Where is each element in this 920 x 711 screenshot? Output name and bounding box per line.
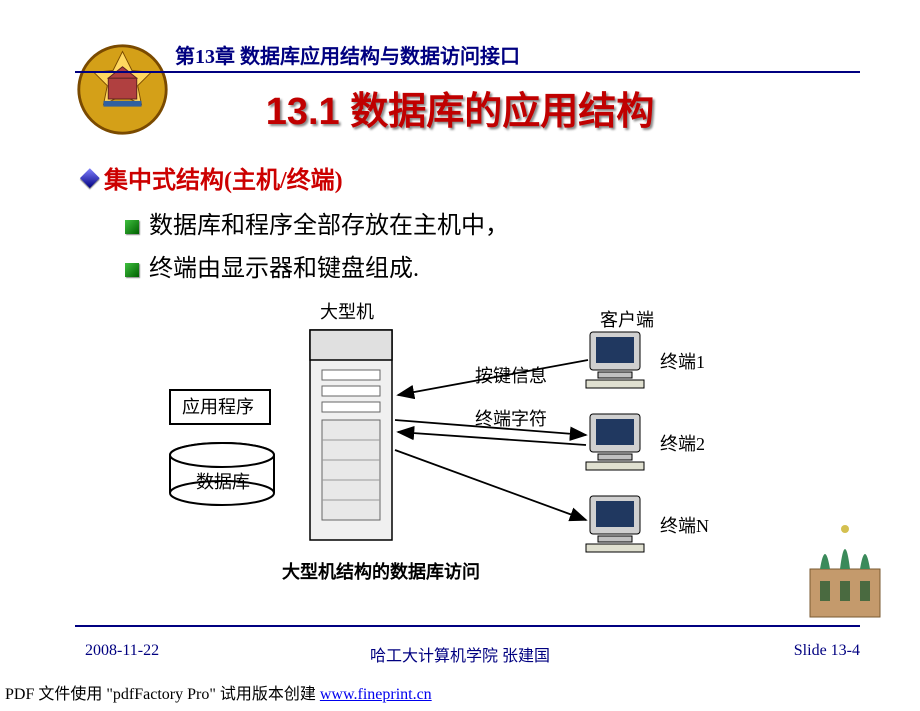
label-arrow2: 终端字符 [475, 409, 547, 429]
church-decoration-icon [800, 509, 890, 619]
label-clients: 客户端 [600, 310, 654, 330]
edge-to-n [395, 450, 586, 520]
watermark-prefix: PDF 文件使用 "pdfFactory Pro" 试用版本创建 [5, 686, 320, 703]
diamond-bullet-icon [80, 168, 100, 188]
architecture-diagram: 大型机 客户端 应用程序 数据库 [0, 290, 920, 600]
bullet-level1: 集中式结构(主机/终端) [80, 160, 343, 195]
footer-center: 哈工大计算机学院 张建国 [0, 642, 920, 666]
label-mainframe: 大型机 [320, 302, 374, 322]
diagram-caption: 大型机结构的数据库访问 [282, 561, 480, 582]
mainframe-tower-icon [310, 330, 392, 540]
bullet-level2-item: 数据库和程序全部存放在主机中， [125, 205, 509, 240]
square-bullet-icon [125, 263, 139, 277]
bullet-level1-text: 集中式结构(主机/终端) [104, 168, 343, 194]
label-db: 数据库 [196, 472, 250, 492]
edge-chars-in [398, 432, 586, 445]
page-title: 13.1 数据库的应用结构 [0, 80, 920, 135]
bullet-level2-item: 终端由显示器和键盘组成. [125, 248, 419, 283]
terminal-n-icon [586, 496, 644, 552]
bullet-level2-text: 数据库和程序全部存放在主机中， [149, 213, 509, 239]
chapter-breadcrumb: 第13章 数据库应用结构与数据访问接口 [75, 40, 860, 73]
footer-slide: Slide 13-4 [794, 642, 860, 660]
terminal-2-icon [586, 414, 644, 470]
breadcrumb-text: 第13章 数据库应用结构与数据访问接口 [175, 46, 520, 68]
label-t1: 终端1 [660, 352, 705, 372]
label-appbox: 应用程序 [182, 397, 254, 417]
watermark-link[interactable]: www.fineprint.cn [320, 686, 432, 703]
terminal-1-icon [586, 332, 644, 388]
bullet-level2-text: 终端由显示器和键盘组成. [149, 256, 419, 282]
pdf-watermark: PDF 文件使用 "pdfFactory Pro" 试用版本创建 www.fin… [5, 680, 432, 704]
footer-rule [75, 625, 860, 627]
title-text: 13.1 数据库的应用结构 [266, 91, 655, 133]
label-tn: 终端N [660, 516, 709, 536]
square-bullet-icon [125, 220, 139, 234]
label-t2: 终端2 [660, 434, 705, 454]
label-arrow1: 按键信息 [475, 366, 547, 386]
